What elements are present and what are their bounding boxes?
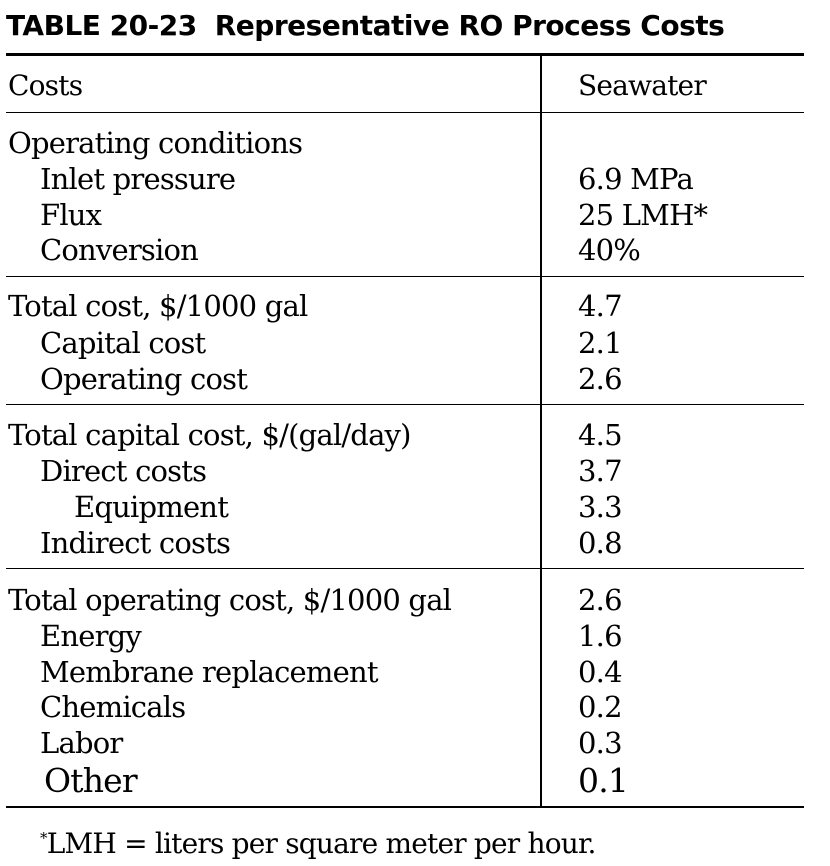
footnote: *LMH = liters per square meter per hour. [40, 818, 820, 860]
row-value: 0.2 [578, 690, 623, 724]
top-rule [6, 53, 804, 56]
footnote-text: LMH = liters per square meter per hour. [46, 827, 597, 860]
bottom-rule [6, 806, 804, 808]
table-title: TABLE 20-23 Representative RO Process Cos… [6, 6, 826, 46]
row-label: Membrane replacement [40, 655, 378, 689]
section-divider-2 [6, 404, 804, 405]
row-label: Labor [40, 726, 123, 760]
row-label: Operating cost [40, 362, 248, 396]
row-value: 6.9 MPa [578, 162, 694, 196]
row-label: Conversion [40, 233, 199, 267]
row-value: 0.8 [578, 526, 623, 560]
row-label: Indirect costs [40, 526, 231, 560]
row-value: 2.6 [578, 583, 623, 617]
row-value: 0.1 [578, 763, 629, 799]
row-label: Inlet pressure [40, 162, 236, 196]
table-caption: Representative RO Process Costs [214, 9, 725, 42]
row-value: 0.3 [578, 726, 623, 760]
row-label: Direct costs [40, 454, 207, 488]
row-value: 4.5 [578, 418, 623, 452]
row-value: 2.1 [578, 326, 623, 360]
row-label: Flux [40, 198, 102, 232]
row-value: 2.6 [578, 362, 623, 396]
row-label: Chemicals [40, 690, 186, 724]
section-divider-1 [6, 276, 804, 277]
footnote-marker: * [40, 829, 47, 847]
row-value: 3.7 [578, 454, 623, 488]
column-divider [540, 54, 542, 808]
column-header-costs: Costs [8, 69, 83, 102]
row-label: Total capital cost, $/(gal/day) [8, 418, 411, 452]
row-value: 40% [578, 233, 641, 267]
row-value: 3.3 [578, 490, 623, 524]
row-label: Other [44, 763, 138, 799]
row-label: Total cost, $/1000 gal [8, 289, 308, 323]
row-label: Operating conditions [8, 126, 303, 160]
row-value: 4.7 [578, 289, 623, 323]
section-divider-3 [6, 568, 804, 569]
row-label: Energy [40, 619, 142, 653]
row-value: 0.4 [578, 655, 623, 689]
column-header-seawater: Seawater [578, 69, 707, 102]
row-value: 25 LMH* [578, 198, 708, 232]
header-rule [6, 112, 804, 113]
table-number: TABLE 20-23 [6, 9, 197, 42]
row-label: Equipment [74, 490, 229, 524]
row-value: 1.6 [578, 619, 623, 653]
row-label: Capital cost [40, 326, 206, 360]
row-label: Total operating cost, $/1000 gal [8, 583, 452, 617]
